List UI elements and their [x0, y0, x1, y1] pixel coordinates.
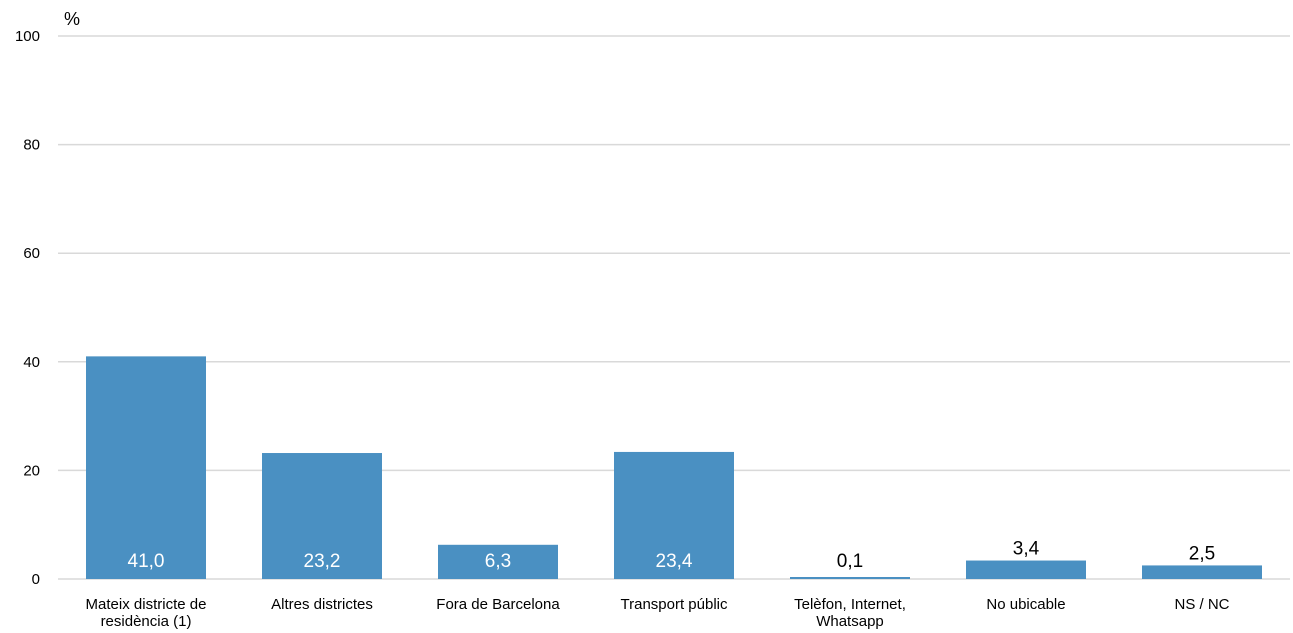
y-tick-label: 60	[23, 245, 40, 262]
bar	[790, 577, 910, 579]
bar	[614, 451, 734, 579]
x-category-label: Fora de Barcelona	[436, 596, 560, 613]
x-category-label: Mateix districte de	[86, 596, 207, 613]
x-category-label: No ubicable	[986, 596, 1065, 613]
y-tick-label: 80	[23, 137, 40, 154]
data-label: 23,2	[304, 551, 341, 572]
data-label: 41,0	[128, 551, 165, 572]
x-category-label: Whatsapp	[816, 613, 884, 630]
data-label: 23,4	[656, 551, 693, 572]
x-category-label: Altres districtes	[271, 596, 373, 613]
bar	[966, 560, 1086, 579]
y-tick-label: 100	[15, 28, 40, 45]
data-label: 6,3	[485, 551, 511, 572]
x-category-label: NS / NC	[1174, 596, 1229, 613]
y-unit-label: %	[64, 9, 80, 29]
y-tick-label: 20	[23, 462, 40, 479]
y-tick-label: 0	[32, 571, 40, 588]
y-tick-label: 40	[23, 354, 40, 371]
bar	[86, 356, 206, 579]
bar	[262, 453, 382, 579]
y-axis-ticks: 0 20 40 60 80 100	[15, 28, 40, 588]
data-label: 2,5	[1189, 543, 1215, 564]
data-label: 3,4	[1013, 539, 1040, 560]
data-labels: 41,0 23,2 6,3 23,4 0,1 3,4 2,5	[128, 539, 1216, 572]
x-category-label: Transport públic	[621, 596, 728, 613]
bars	[86, 356, 1262, 579]
bar	[438, 544, 558, 579]
data-label: 0,1	[837, 551, 863, 572]
bar	[1142, 565, 1262, 579]
x-category-label: Telèfon, Internet,	[794, 596, 906, 613]
x-category-label: residència (1)	[101, 613, 192, 630]
